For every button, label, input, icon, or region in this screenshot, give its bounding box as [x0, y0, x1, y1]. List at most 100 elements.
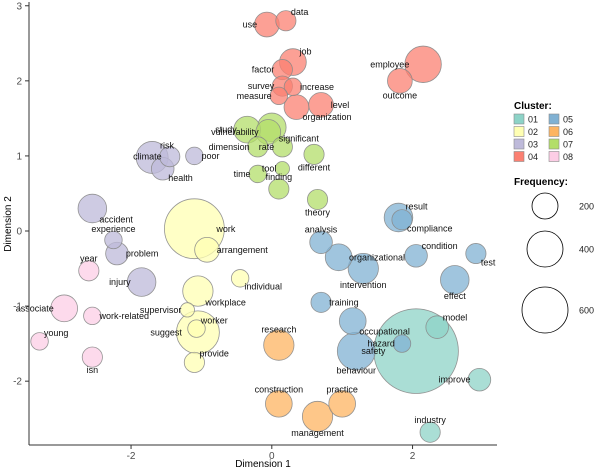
- bubble-finding: [268, 178, 290, 200]
- legend: Cluster: 01 02 03 04 05 06 07 08 Frequency: 200…: [513, 101, 594, 334]
- bubble-label-individual: individual: [244, 282, 282, 292]
- bubble-label-construction: construction: [255, 384, 304, 394]
- bubble-label-tool: tool: [262, 164, 277, 174]
- bubble-practice: [328, 389, 356, 418]
- bubble-worker: [187, 319, 206, 338]
- y-tick-label: 1: [16, 151, 22, 162]
- bubble-label-improve: improve: [438, 375, 470, 385]
- cluster-legend-label: 06: [563, 127, 573, 137]
- cluster-legend-swatch-03: [513, 138, 525, 150]
- frequency-legend-label: 200: [579, 202, 594, 212]
- y-ticks: -2 -1 0 1 2 3: [13, 1, 29, 388]
- bubble-training: [310, 291, 332, 313]
- cluster-legend-items: 01 02 03 04 05 06 07 08: [513, 113, 573, 162]
- bubble-label-accident: accident: [99, 214, 133, 224]
- cluster-legend-label: 07: [563, 140, 573, 150]
- x-tick-label: 0: [269, 451, 275, 462]
- bubble-label-safety: safety: [361, 346, 386, 356]
- axes: -2 0 2 -2 -1 0 1 2 3 Dimension 1 Dimension 2: [3, 1, 497, 470]
- bubble-research: [263, 329, 295, 361]
- bubble-supervisor: [179, 302, 195, 318]
- bubble-work-related: [83, 306, 102, 326]
- bubble-label-employee: employee: [370, 59, 409, 69]
- bubble-label-finding: finding: [266, 172, 293, 182]
- bubble-label-climate: climate: [133, 152, 162, 162]
- bubble-label-effect: effect: [444, 291, 466, 301]
- bubble-provide: [183, 351, 205, 373]
- bubble-different: [303, 143, 325, 165]
- bubble-label-theory: theory: [305, 208, 331, 218]
- bubble-young: [30, 332, 49, 351]
- bubble-tool: [274, 161, 290, 177]
- bubble-data: [275, 10, 297, 32]
- y-axis-title: Dimension 2: [3, 196, 14, 252]
- bubble-test: [465, 243, 487, 265]
- bubble-arrangement: [194, 236, 220, 263]
- bubble-label-study: study: [215, 125, 237, 135]
- bubble-accident: [77, 193, 108, 224]
- bubble-management: [301, 400, 334, 433]
- bubble-organizational: [324, 243, 353, 272]
- bubble-label-increase: increase: [300, 82, 334, 92]
- cluster-legend-swatch-08: [548, 151, 560, 162]
- size-legend-items: 200 400 600: [521, 192, 594, 334]
- bubble-label-isn: isn: [87, 365, 99, 375]
- bubble-label-organizational: organizational: [349, 252, 405, 262]
- cluster-legend-swatch-02: [513, 126, 525, 137]
- bubble-label-outcome: outcome: [383, 91, 418, 101]
- bubble-model: [425, 315, 449, 339]
- bubbles: [30, 10, 492, 443]
- bubble-label-injury: injury: [109, 277, 131, 287]
- bubble-label-work: work: [215, 224, 236, 234]
- bubble-intervention: [347, 252, 379, 285]
- bubble-label-test: test: [481, 257, 496, 267]
- y-tick-label: -1: [13, 302, 22, 313]
- x-tick-label: -2: [127, 451, 136, 462]
- bubble-dimension: [247, 136, 269, 158]
- cluster-legend-label: 05: [563, 115, 573, 125]
- bubble-improve: [467, 367, 492, 392]
- bubble-label-training: training: [329, 297, 359, 307]
- cluster-legend-label: 08: [563, 152, 573, 162]
- bubble-label-year: year: [80, 254, 98, 264]
- bubble-time: [248, 164, 267, 184]
- bubble-label-hazard: hazard: [367, 339, 395, 349]
- bubble-construction: [265, 389, 293, 418]
- bubble-label-occupational: occupational: [359, 327, 410, 337]
- y-tick-label: 3: [16, 1, 22, 12]
- bubble-associate: [50, 294, 78, 323]
- plot-area: data use job factor employee survey increase ou…: [16, 7, 496, 443]
- bubble-year: [78, 260, 100, 282]
- bubble-label-provide: provide: [199, 348, 229, 358]
- bubble-use: [254, 11, 280, 38]
- bubble-condition: [404, 244, 428, 268]
- bubble-label-result: result: [405, 201, 428, 211]
- bubble-label-intervention: intervention: [340, 280, 387, 290]
- frequency-legend-label: 600: [579, 306, 594, 316]
- frequency-legend-circle: [521, 286, 569, 334]
- bubble-poor: [185, 146, 204, 166]
- frequency-legend-circle: [526, 230, 564, 268]
- frequency-legend-title: Frequency:: [514, 177, 568, 188]
- bubble-label-job: job: [298, 47, 311, 57]
- bubble-label-measure: measure: [237, 91, 272, 101]
- y-tick-label: 2: [16, 76, 22, 87]
- bubble-label-time: time: [234, 169, 251, 179]
- bubble-label-significant: significant: [279, 133, 320, 143]
- cluster-legend-label: 04: [528, 152, 538, 162]
- bubble-label-young: young: [44, 328, 69, 338]
- bubble-label-experience: experience: [91, 224, 135, 234]
- bubble-label-work-related: work-related: [98, 311, 149, 321]
- bubble-injury: [126, 267, 157, 297]
- x-axis-title: Dimension 1: [235, 459, 291, 470]
- bubble-label-management: management: [291, 428, 344, 438]
- bubble-increase: [283, 77, 303, 97]
- cluster-legend-swatch-07: [548, 138, 560, 150]
- bubble-label-different: different: [298, 163, 331, 173]
- bubble-individual: [230, 269, 250, 288]
- bubble-experience: [104, 230, 123, 250]
- bubble-label-industry: industry: [414, 415, 446, 425]
- bubble-compliance: [391, 209, 413, 231]
- bubble-isn: [81, 346, 103, 368]
- cluster-legend-label: 02: [528, 127, 538, 137]
